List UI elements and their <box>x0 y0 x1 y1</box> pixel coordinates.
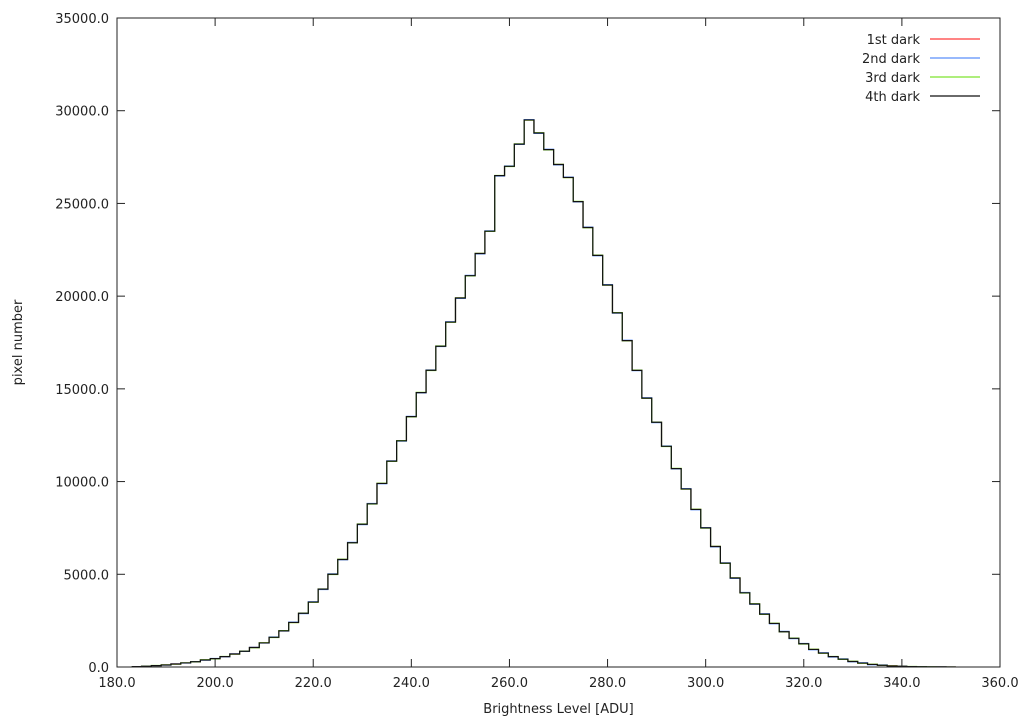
x-tick-label: 300.0 <box>687 676 724 691</box>
ticks-layer: 180.0 200.0 220.0 240.0 260.0 280.0 300.0 320.0… <box>55 12 1018 691</box>
y-tick-label: 5000.0 <box>64 568 110 583</box>
series-line-4th-dark <box>131 119 956 668</box>
y-tick-label: 35000.0 <box>55 12 109 27</box>
x-tick-label: 220.0 <box>295 676 332 691</box>
x-tick-label: 280.0 <box>589 676 626 691</box>
legend-label-3rd-dark: 3rd dark <box>865 71 920 86</box>
x-tick-label: 180.0 <box>98 676 135 691</box>
series-line-3rd-dark <box>131 119 956 668</box>
y-tick-label: 30000.0 <box>55 105 109 120</box>
legend-label-4th-dark: 4th dark <box>865 90 920 105</box>
legend-label-1st-dark: 1st dark <box>867 33 921 48</box>
x-tick-label: 260.0 <box>491 676 528 691</box>
y-tick-label: 10000.0 <box>55 476 109 491</box>
x-axis-title: Brightness Level [ADU] <box>483 702 633 717</box>
plot-frame <box>116 17 1001 668</box>
y-tick-label: 0.0 <box>88 661 109 676</box>
y-tick-label: 25000.0 <box>55 197 109 212</box>
y-tick-label: 15000.0 <box>55 383 109 398</box>
series-line-2nd-dark <box>131 119 956 668</box>
x-tick-label: 240.0 <box>393 676 430 691</box>
y-tick-label: 20000.0 <box>55 290 109 305</box>
x-tick-label: 360.0 <box>981 676 1018 691</box>
series-layer <box>131 119 956 668</box>
x-tick-label: 320.0 <box>785 676 822 691</box>
y-axis-title: pixel number <box>11 299 26 385</box>
x-tick-label: 200.0 <box>197 676 234 691</box>
legend: 1st dark 2nd dark 3rd dark 4th dark <box>862 33 980 105</box>
x-tick-label: 340.0 <box>883 676 920 691</box>
legend-label-2nd-dark: 2nd dark <box>862 52 920 67</box>
series-line-1st-dark <box>131 119 956 668</box>
